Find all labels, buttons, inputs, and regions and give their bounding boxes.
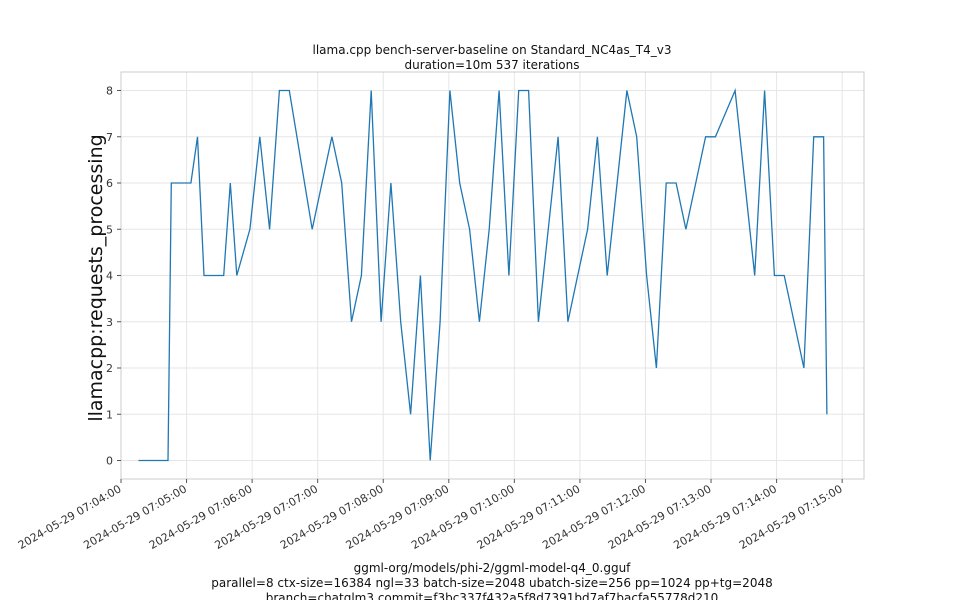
chart-title: llama.cpp bench-server-baseline on Stand… <box>313 43 672 57</box>
y-tick-label: 8 <box>106 85 113 98</box>
y-tick-label: 5 <box>106 223 113 236</box>
footer-model: ggml-org/models/phi-2/ggml-model-q4_0.gg… <box>354 561 632 575</box>
y-tick-label: 7 <box>106 131 113 144</box>
series-line <box>138 87 828 462</box>
footer-commit: branch=chatglm3 commit=f3bc337f432a5f8d7… <box>266 591 719 600</box>
grid <box>120 72 864 479</box>
x-tick-label: 2024-05-29 07:04:00 <box>16 482 124 552</box>
y-tick-label: 1 <box>106 408 113 421</box>
y-tick-label: 0 <box>106 455 113 468</box>
y-tick-label: 6 <box>106 177 113 190</box>
footer-params: parallel=8 ctx-size=16384 ngl=33 batch-s… <box>211 576 772 590</box>
y-tick-label: 3 <box>106 316 113 329</box>
chart-subtitle: duration=10m 537 iterations <box>405 58 580 72</box>
y-axis: 0 1 2 3 4 5 6 7 8 <box>106 85 121 468</box>
y-tick-label: 2 <box>106 362 113 375</box>
y-axis-label: llamacpp:requests_processing <box>85 134 107 421</box>
y-tick-label: 4 <box>106 270 113 283</box>
